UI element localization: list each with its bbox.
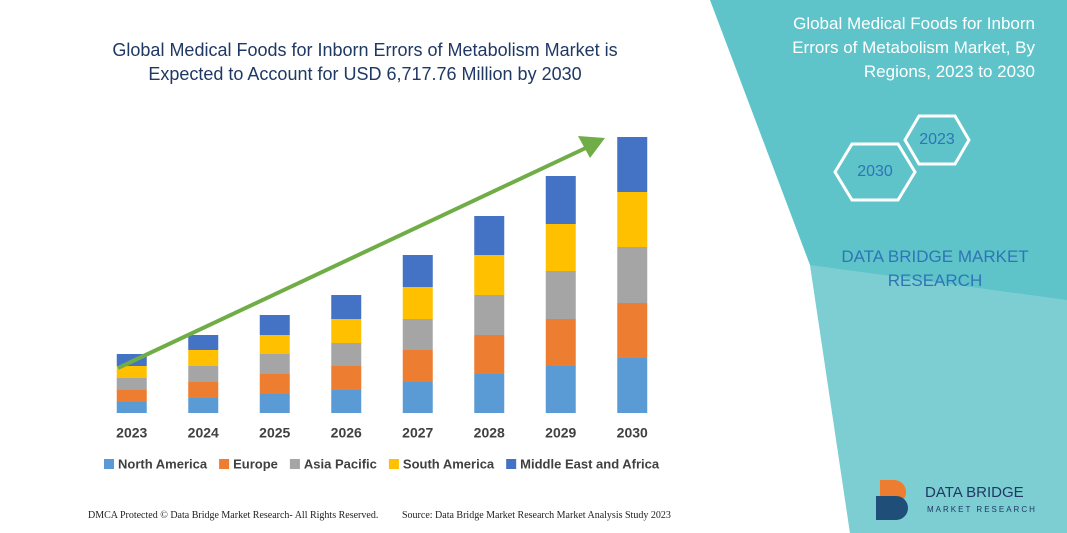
bar-segment	[331, 366, 362, 390]
bar-segment	[474, 374, 505, 413]
bar-segment	[259, 335, 290, 354]
legend-label: Europe	[233, 456, 278, 471]
bar-segment	[116, 378, 147, 390]
hexagon	[833, 142, 917, 202]
bar-segment	[474, 216, 505, 255]
bar-segment	[188, 366, 219, 382]
bar-segment	[545, 271, 576, 319]
bar-segment	[188, 398, 219, 413]
legend-label: North America	[118, 456, 208, 471]
bar-segment	[617, 247, 648, 303]
logo: DATA BRIDGE MARKET RESEARCH	[876, 480, 1037, 520]
legend-swatch	[289, 459, 300, 469]
bar-segment	[116, 402, 147, 413]
legend-swatch	[388, 459, 399, 469]
side-panel-shade	[810, 265, 1067, 533]
footer-left: DMCA Protected © Data Bridge Market Rese…	[88, 510, 379, 521]
chart-title: Global Medical Foods for Inborn Errors o…	[112, 40, 618, 84]
bar-segment	[402, 382, 433, 413]
legend-label: Asia Pacific	[304, 456, 377, 471]
bar-segment	[331, 390, 362, 413]
bar-segment	[116, 390, 147, 402]
x-tick-label: 2029	[545, 425, 576, 441]
x-tick-label: 2023	[116, 425, 147, 441]
bar-segment	[331, 343, 362, 366]
bar-segment	[402, 350, 433, 382]
side-brand: DATA BRIDGE MARKET RESEARCH	[841, 247, 1029, 290]
trend-arrowhead	[578, 136, 605, 158]
bar-segment	[331, 319, 362, 343]
bar-segment	[545, 176, 576, 224]
legend-label: South America	[403, 456, 495, 471]
bar-segment	[402, 319, 433, 350]
bar-segment	[474, 255, 505, 295]
bar-segment	[116, 366, 147, 378]
x-tick-label: 2025	[259, 425, 290, 441]
bar-segment	[188, 350, 219, 366]
bar-segment	[474, 295, 505, 335]
bar-segment	[545, 224, 576, 271]
x-tick-label: 2024	[188, 425, 219, 441]
bar-segment	[617, 358, 648, 413]
x-tick-label: 2027	[402, 425, 433, 441]
x-tick-label: 2028	[474, 425, 505, 441]
x-tick-label: 2026	[331, 425, 362, 441]
logo-tagline: MARKET RESEARCH	[927, 505, 1037, 514]
bar-segment	[545, 319, 576, 366]
bar-segment	[545, 366, 576, 413]
bar-segment	[188, 335, 219, 350]
plot: 2023 2024 2025 2026 2027 2028 2029 2030 North Am…	[104, 136, 660, 471]
hex-label: 2023	[919, 131, 955, 148]
logo-name: DATA BRIDGE	[925, 484, 1024, 501]
bar-segment	[617, 303, 648, 358]
bar-segment	[259, 354, 290, 374]
bar-segment	[259, 374, 290, 394]
hex-label: 2030	[857, 163, 893, 180]
bar-segment	[402, 287, 433, 319]
legend-swatch	[219, 459, 230, 469]
bar-segment	[474, 335, 505, 374]
bar-segment	[259, 394, 290, 413]
side-title: Global Medical Foods for Inborn Errors o…	[792, 14, 1035, 81]
legend-swatch	[506, 459, 517, 469]
bar-segment	[617, 192, 648, 247]
bar-segment	[259, 315, 290, 335]
bar-segment	[402, 255, 433, 287]
hexagon	[903, 114, 971, 166]
footer-right: Source: Data Bridge Market Research Mark…	[402, 510, 671, 521]
bar-segment	[188, 382, 219, 398]
legend-label: Middle East and Africa	[520, 456, 660, 471]
trend-arrow	[117, 144, 591, 370]
x-tick-label: 2030	[617, 425, 648, 441]
bar-segment	[617, 137, 648, 192]
bar-segment	[331, 295, 362, 319]
legend-swatch	[104, 459, 114, 469]
logo-mark	[876, 496, 908, 520]
